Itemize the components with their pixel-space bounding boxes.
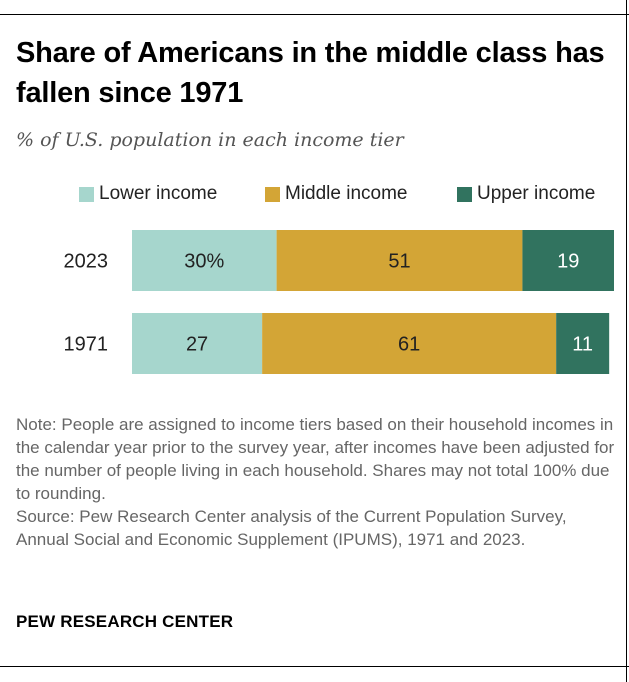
legend: Lower income Middle income Upper income: [0, 180, 629, 208]
right-rule: [626, 0, 627, 682]
bar-middle-income-2023: [276, 230, 523, 291]
top-rule: [0, 14, 629, 15]
note-text: Note: People are assigned to income tier…: [16, 415, 615, 503]
legend-swatch-upper: [457, 186, 472, 202]
legend-item-lower: Lower income: [79, 180, 217, 208]
legend-swatch-lower: [79, 186, 94, 202]
legend-item-upper: Upper income: [457, 180, 595, 208]
chart-title: Share of Americans in the middle class h…: [16, 37, 605, 109]
data-label-middle-income-2023: 51: [388, 251, 410, 273]
bar-middle-income-1971: [262, 313, 557, 374]
category-label-1971: 1971: [64, 334, 109, 356]
bottom-rule: [0, 666, 629, 667]
data-label-lower-income-2023: 30%: [184, 251, 224, 273]
footnote: Note: People are assigned to income tier…: [16, 413, 621, 551]
data-label-upper-income-1971: 11: [572, 334, 593, 356]
bar-lower-income-2023: [132, 230, 277, 291]
bar-upper-income-2023: [522, 230, 614, 291]
chart-subtitle: % of U.S. population in each income tier: [16, 129, 404, 151]
legend-label-middle: Middle income: [285, 183, 408, 204]
legend-swatch-middle: [265, 186, 280, 202]
stacked-bar-chart: 2023 30% 51 19 1971 27 61 11: [64, 230, 614, 374]
bar-upper-income-1971: [556, 313, 610, 374]
legend-label-lower: Lower income: [99, 183, 218, 204]
bar-lower-income-1971: [132, 313, 263, 374]
data-label-upper-income-2023: 19: [557, 251, 579, 273]
legend-label-upper: Upper income: [477, 183, 596, 204]
source-credit: PEW RESEARCH CENTER: [16, 612, 234, 631]
legend-item-middle: Middle income: [265, 180, 408, 208]
source-text: Source: Pew Research Center analysis of …: [16, 507, 567, 549]
data-label-lower-income-1971: 27: [186, 334, 208, 356]
data-label-middle-income-1971: 61: [398, 334, 420, 356]
category-label-2023: 2023: [64, 251, 109, 273]
